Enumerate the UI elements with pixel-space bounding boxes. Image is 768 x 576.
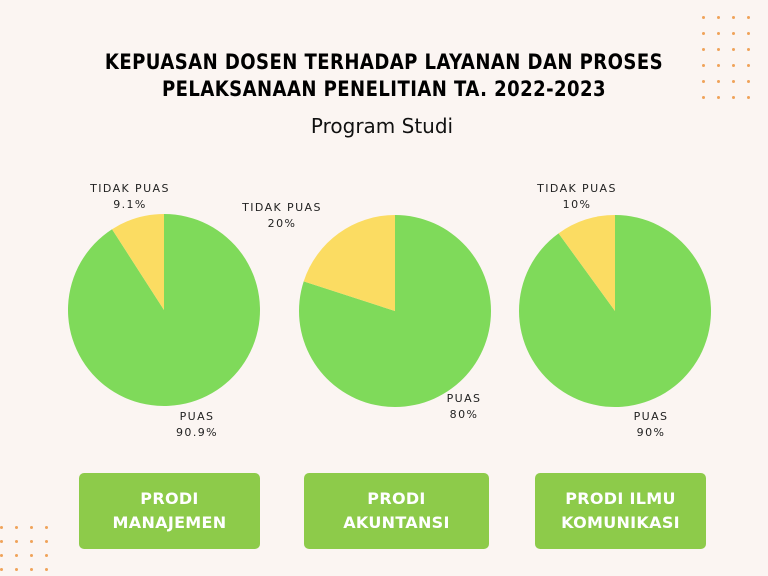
pie-slice-tidak-puas	[558, 215, 615, 311]
pie-slice-tidak-puas	[112, 214, 164, 310]
prodi-akuntansi-button[interactable]: PRODI AKUNTANSI	[304, 473, 489, 549]
label-tidak-puas-value: 9.1%	[113, 198, 147, 211]
decorative-dot	[0, 568, 3, 571]
decorative-dot	[702, 96, 705, 99]
decorative-dot	[732, 48, 735, 51]
decorative-dot	[702, 48, 705, 51]
decorative-dot	[747, 32, 750, 35]
chart-title-line-1: KEPUASAN DOSEN TERHADAP LAYANAN DAN PROS…	[104, 50, 664, 74]
label-tidak-puas-value: 10%	[562, 198, 592, 211]
decorative-dot	[45, 526, 48, 529]
button-line-1: PRODI	[367, 489, 426, 508]
decorative-dot	[0, 540, 3, 543]
label-puas-name: PUAS	[179, 410, 215, 423]
label-puas-ilmu-komunikasi: PUAS 90%	[596, 409, 706, 441]
decorative-dot	[717, 48, 720, 51]
label-puas-manajemen: PUAS 90.9%	[142, 409, 252, 441]
button-line-2: KOMUNIKASI	[561, 513, 680, 532]
decorative-dot	[15, 540, 18, 543]
decorative-dot	[747, 64, 750, 67]
button-line-1: PRODI ILMU	[565, 489, 676, 508]
decorative-dot	[717, 80, 720, 83]
decorative-dot	[732, 96, 735, 99]
label-tidak-puas-name: TIDAK PUAS	[242, 201, 322, 214]
pie-slice-tidak-puas	[303, 215, 395, 311]
decorative-dot	[747, 80, 750, 83]
decorative-dot	[717, 64, 720, 67]
decorative-dot	[0, 554, 3, 557]
label-tidak-puas-name: TIDAK PUAS	[537, 182, 617, 195]
decorative-dot	[732, 16, 735, 19]
label-puas-akuntansi: PUAS 80%	[409, 391, 519, 423]
decorative-dot	[30, 554, 33, 557]
decorative-dot	[45, 568, 48, 571]
decorative-dot	[15, 554, 18, 557]
decorative-dot	[717, 96, 720, 99]
decorative-dots-bottom-left	[0, 526, 60, 576]
pie-chart-ilmu-komunikasi	[519, 215, 711, 407]
label-puas-value: 90%	[636, 426, 666, 439]
decorative-dot	[30, 568, 33, 571]
label-tidak-puas-value: 20%	[267, 217, 297, 230]
decorative-dots-top-right	[702, 16, 762, 102]
label-tidak-puas-akuntansi: TIDAK PUAS 20%	[227, 200, 337, 232]
decorative-dot	[717, 32, 720, 35]
decorative-dot	[45, 554, 48, 557]
label-tidak-puas-manajemen: TIDAK PUAS 9.1%	[75, 181, 185, 213]
label-puas-name: PUAS	[446, 392, 482, 405]
decorative-dot	[45, 540, 48, 543]
pie-chart-akuntansi	[299, 215, 491, 407]
decorative-dot	[717, 16, 720, 19]
label-puas-value: 90.9%	[176, 426, 218, 439]
button-line-2: AKUNTANSI	[343, 513, 450, 532]
decorative-dot	[30, 526, 33, 529]
label-tidak-puas-ilmu-komunikasi: TIDAK PUAS 10%	[522, 181, 632, 213]
prodi-ilmu-komunikasi-button[interactable]: PRODI ILMU KOMUNIKASI	[535, 473, 706, 549]
decorative-dot	[702, 16, 705, 19]
decorative-dot	[747, 48, 750, 51]
decorative-dot	[732, 80, 735, 83]
decorative-dot	[702, 32, 705, 35]
pie-chart-manajemen	[68, 214, 260, 406]
label-puas-value: 80%	[449, 408, 479, 421]
decorative-dot	[0, 526, 3, 529]
decorative-dot	[732, 64, 735, 67]
decorative-dot	[30, 540, 33, 543]
chart-title-line-2: PELAKSANAAN PENELITIAN TA. 2022-2023	[161, 77, 607, 101]
chart-subtitle: Program Studi	[310, 114, 454, 138]
decorative-dot	[747, 16, 750, 19]
decorative-dot	[702, 80, 705, 83]
decorative-dot	[15, 526, 18, 529]
label-puas-name: PUAS	[633, 410, 669, 423]
prodi-manajemen-button[interactable]: PRODI MANAJEMEN	[79, 473, 260, 549]
label-tidak-puas-name: TIDAK PUAS	[90, 182, 170, 195]
button-line-2: MANAJEMEN	[112, 513, 227, 532]
decorative-dot	[747, 96, 750, 99]
button-line-1: PRODI	[140, 489, 199, 508]
decorative-dot	[15, 568, 18, 571]
decorative-dot	[702, 64, 705, 67]
decorative-dot	[732, 32, 735, 35]
